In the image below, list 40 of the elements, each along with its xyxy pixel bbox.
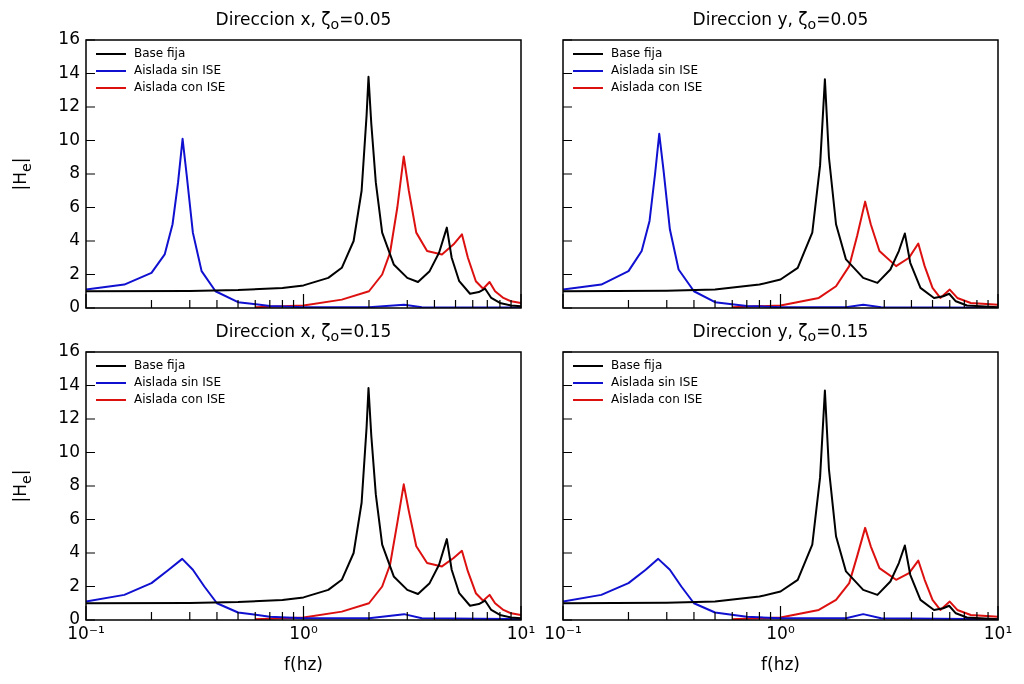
y-tick-label: 2 [69,574,80,595]
y-tick-label: 8 [69,162,80,183]
legend-label: Aislada con ISE [134,80,226,95]
x-axis-title: f(hz) [760,654,801,674]
y-tick-label: 8 [69,474,80,495]
y-tick-label: 6 [69,507,80,528]
y-tick-label: 14 [58,373,80,394]
legend-label: Aislada con ISE [134,392,226,407]
legend-label: Aislada sin ISE [611,375,699,390]
legend-label: Base fija [134,358,186,373]
x-tick-label: 10⁻¹ [544,622,582,643]
legend-label: Base fija [611,358,663,373]
legend-label: Aislada con ISE [611,392,703,407]
y-tick-label: 10 [58,128,80,149]
y-tick-label: 4 [69,541,80,562]
x-tick-label: 10¹ [983,622,1013,643]
chart-title: Direccion y, ζ$_{o}$=0.15 [691,320,870,345]
y-tick-label: 6 [69,195,80,216]
y-tick-label: 4 [69,229,80,250]
y-tick-label: 14 [58,61,80,82]
y-tick-label: 10 [58,440,80,461]
legend-label: Aislada sin ISE [611,63,699,78]
chart-title: Direccion x, ζ$_{o}$=0.05 [214,8,393,33]
chart-title: Direccion x, ζ$_{o}$=0.15 [214,320,393,345]
legend-label: Aislada con ISE [611,80,703,95]
chart-title: Direccion y, ζ$_{o}$=0.05 [691,8,870,33]
x-tick-label: 10⁰ [289,622,318,643]
y-tick-label: 12 [58,407,80,428]
legend-label: Base fija [611,46,663,61]
y-tick-label: 12 [58,95,80,116]
y-tick-label: 2 [69,262,80,283]
y-tick-label: 16 [58,28,80,49]
legend-label: Base fija [134,46,186,61]
y-tick-label: 16 [58,340,80,361]
legend-label: Aislada sin ISE [134,375,222,390]
x-axis-title: f(hz) [283,654,324,674]
x-tick-label: 10⁰ [766,622,795,643]
y-tick-label: 0 [69,296,80,317]
x-tick-label: 10¹ [506,622,536,643]
legend-label: Aislada sin ISE [134,63,222,78]
